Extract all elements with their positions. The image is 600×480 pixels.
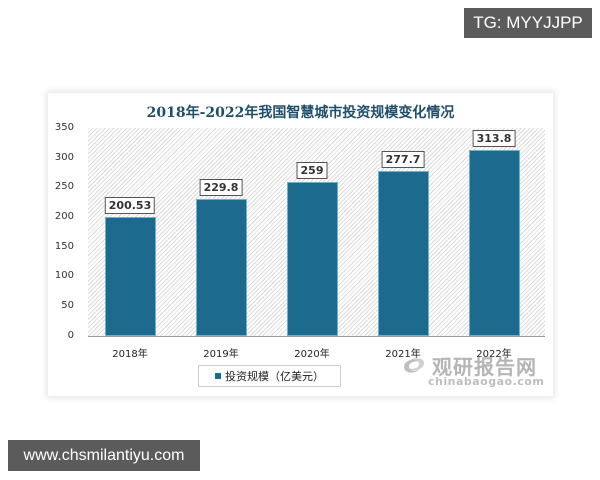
chart-card: 2018年-2022年我国智慧城市投资规模变化情况 350 300 250 20… — [48, 93, 553, 396]
bar-4 — [468, 149, 520, 336]
x-tick-label: 2018年 — [112, 349, 148, 360]
data-label: 229.8 — [199, 179, 243, 197]
legend-swatch — [215, 373, 221, 379]
x-tick-label: 2020年 — [294, 349, 330, 360]
y-tick-label: 50 — [61, 300, 74, 311]
y-tick-label: 0 — [67, 330, 74, 341]
y-tick-label: 150 — [54, 241, 74, 252]
chinabaogao-watermark: 观研报告网 chinabaogao.com — [400, 351, 550, 391]
watermark-name: 观研报告网 — [432, 355, 537, 379]
y-tick-label: 250 — [54, 181, 74, 192]
y-tick-label: 200 — [54, 211, 74, 222]
bar-0 — [104, 216, 156, 336]
chart-legend: 投资规模（亿美元） — [198, 365, 341, 387]
bar-3 — [377, 170, 429, 336]
chart-title: 2018年-2022年我国智慧城市投资规模变化情况 — [146, 105, 455, 121]
data-label: 313.8 — [472, 129, 516, 147]
y-tick-label: 300 — [54, 152, 74, 163]
data-label: 277.7 — [381, 150, 425, 168]
bar-1 — [195, 199, 247, 336]
watermark-domain: chinabaogao.com — [428, 375, 545, 388]
bar-2 — [286, 182, 338, 336]
data-label: 200.53 — [104, 196, 156, 214]
y-tick-label: 350 — [54, 122, 74, 133]
website-url-badge: www.chsmilantiyu.com — [8, 440, 200, 471]
y-tick-label: 100 — [54, 270, 74, 281]
x-axis-line — [88, 336, 545, 337]
data-label: 259 — [296, 162, 328, 180]
legend-label: 投资规模（亿美元） — [225, 370, 324, 383]
telegram-tag-badge: TG: MYYJJPP — [464, 8, 592, 38]
swirl-logo-icon — [404, 358, 424, 373]
x-tick-label: 2022年 — [476, 349, 512, 360]
x-tick-label: 2019年 — [203, 349, 239, 360]
x-tick-label: 2021年 — [385, 349, 421, 360]
